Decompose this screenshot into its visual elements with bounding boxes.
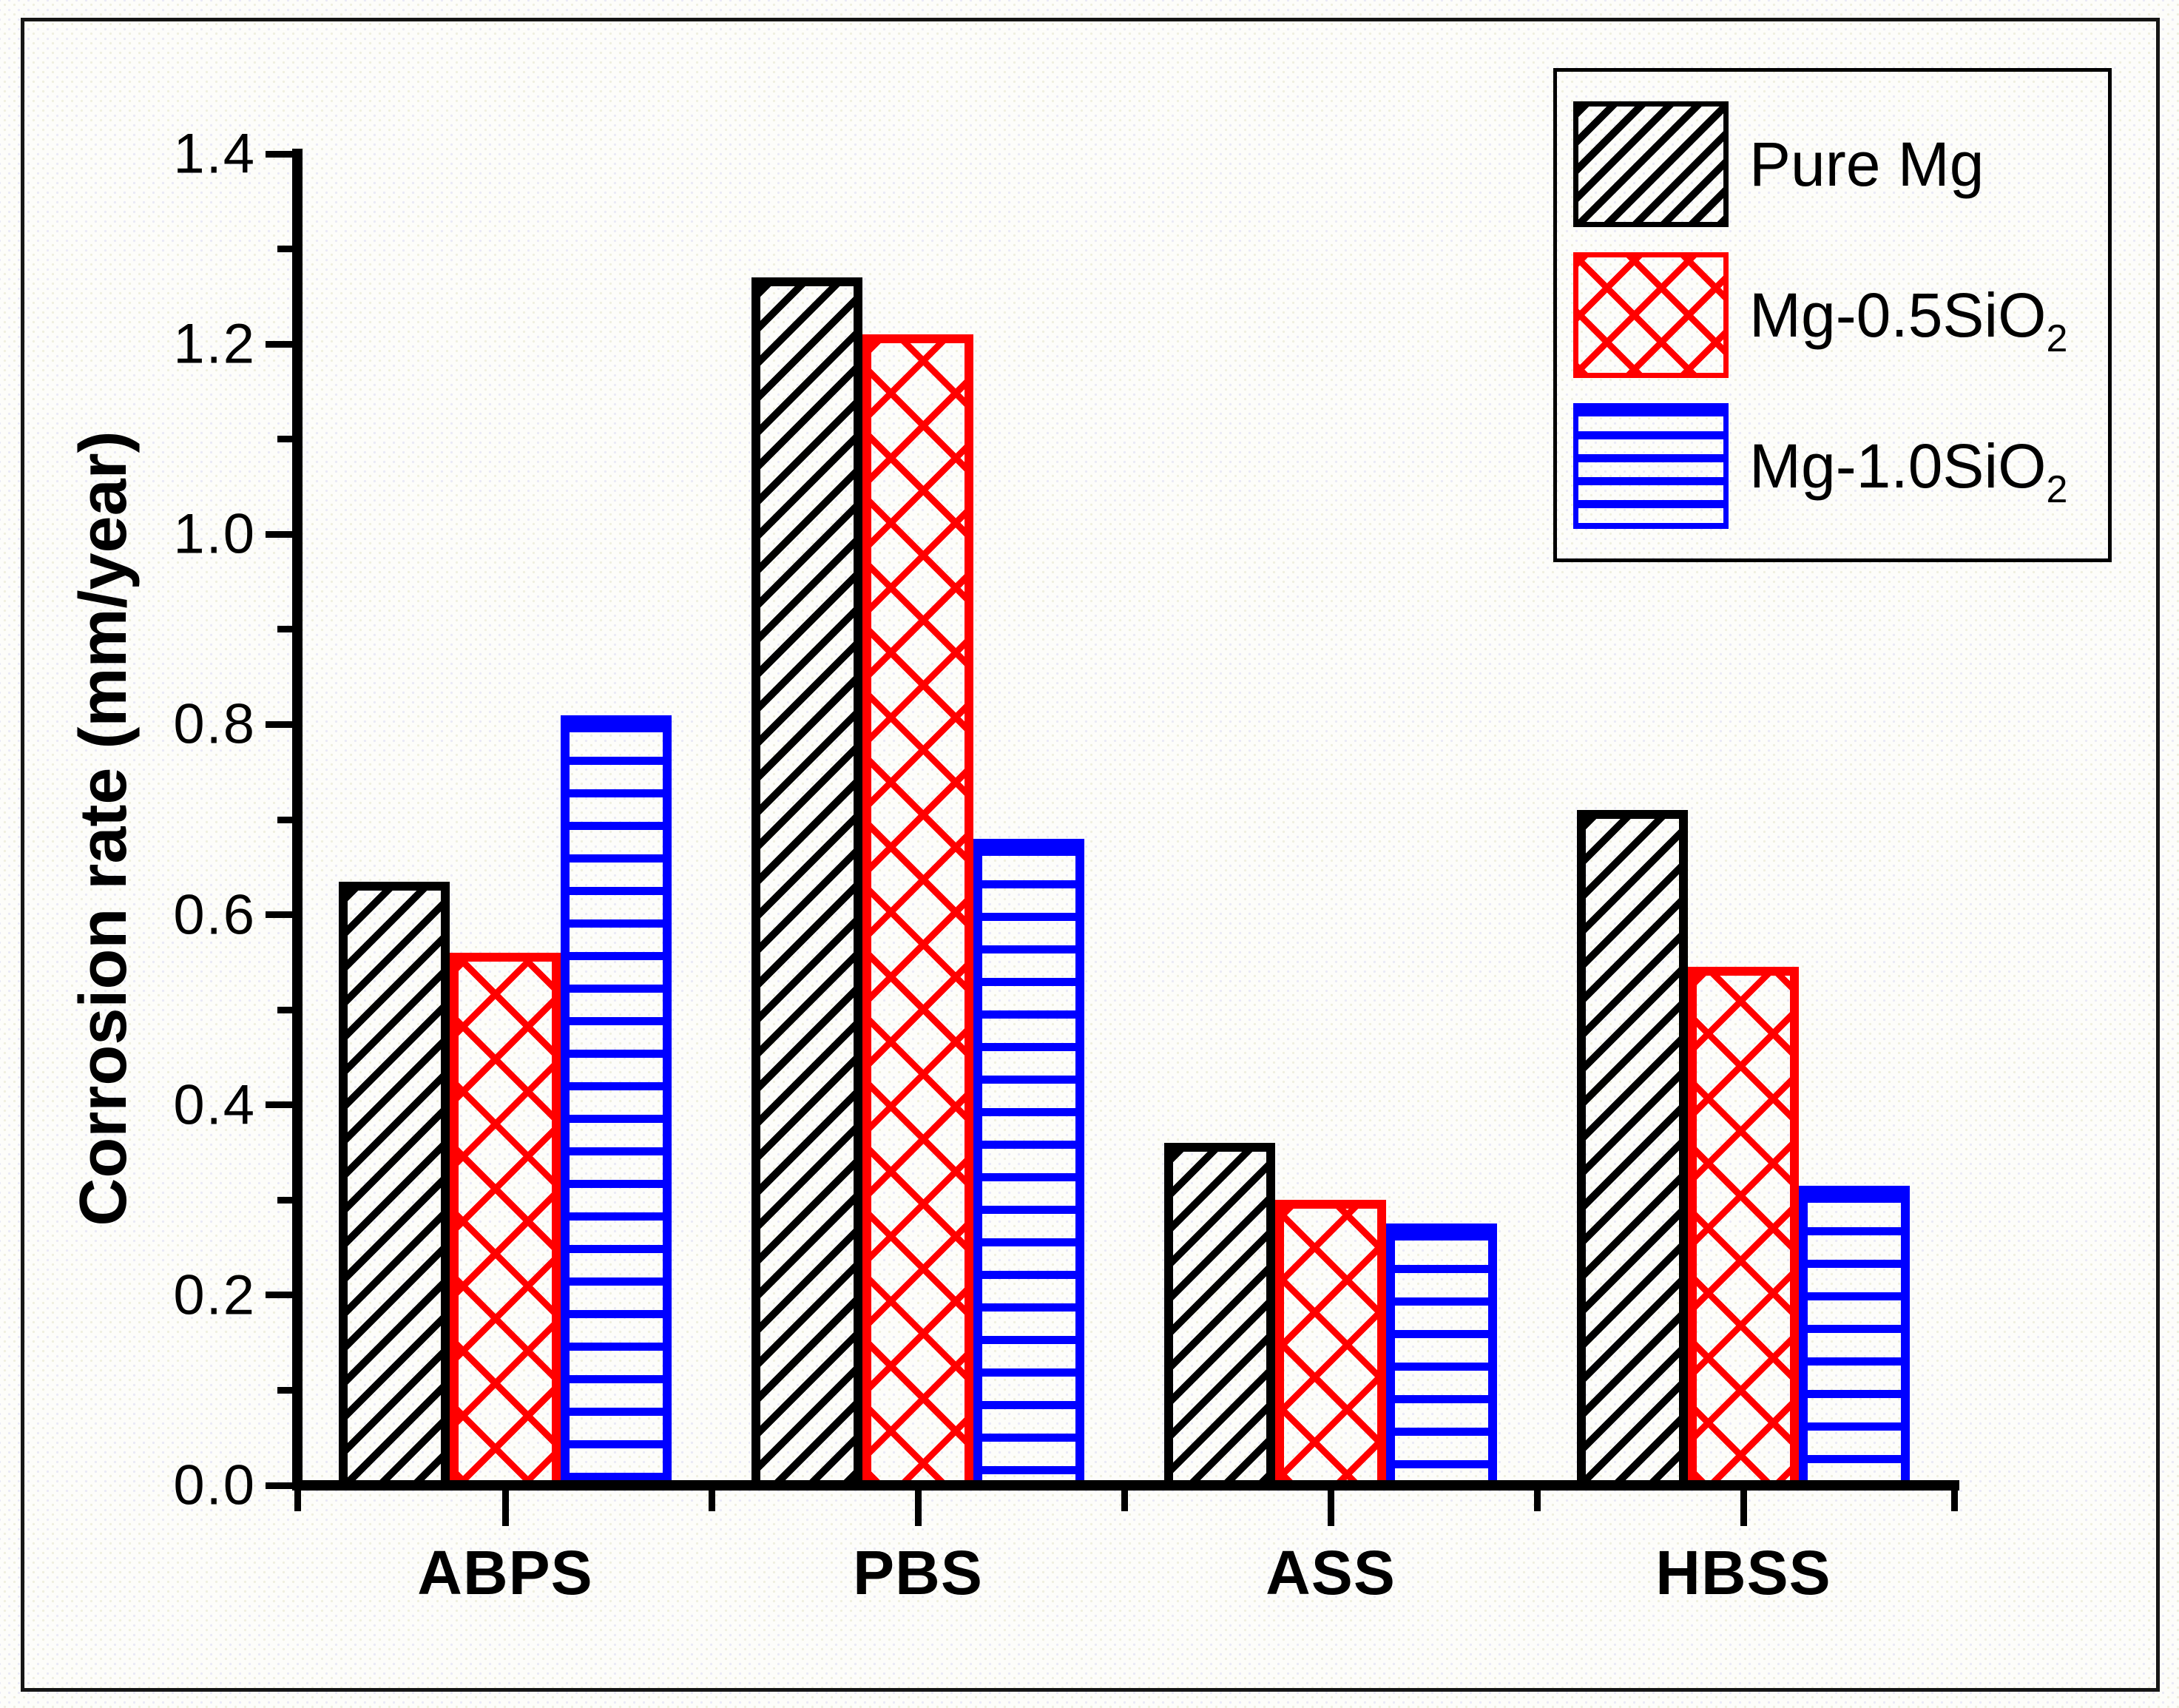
legend-label-subscript: 2 xyxy=(2046,467,2068,511)
x-category-label: ASS xyxy=(1266,1538,1396,1607)
legend-swatch-mg-0-5sio2 xyxy=(1573,252,1729,378)
bar-pbs-mg-1-0sio2 xyxy=(973,838,1084,1490)
x-major-tick xyxy=(1740,1491,1747,1526)
bar-hbss-mg-0-5sio2 xyxy=(1688,967,1799,1490)
y-axis-title: Corrosion rate (mm/year) xyxy=(67,431,141,1226)
legend-label: Mg-0.5SiO2 xyxy=(1749,280,2067,358)
x-major-tick xyxy=(914,1491,922,1526)
y-minor-tick xyxy=(277,1006,292,1013)
legend-row: Mg-1.0SiO2 xyxy=(1573,403,2108,529)
bar-pbs-pure-mg xyxy=(751,277,862,1490)
bar-abps-mg-0-5sio2 xyxy=(450,953,561,1490)
y-tick-label: 1.0 xyxy=(173,502,256,566)
x-category-label: PBS xyxy=(853,1538,983,1607)
bar-ass-pure-mg xyxy=(1164,1143,1275,1490)
legend-label-text: Mg-1.0SiO xyxy=(1749,431,2047,501)
bar-ass-mg-1-0sio2 xyxy=(1386,1223,1497,1490)
bar-pbs-mg-0-5sio2 xyxy=(862,334,973,1490)
x-major-tick xyxy=(501,1491,509,1526)
y-major-tick xyxy=(266,1292,292,1299)
y-tick-label: 1.2 xyxy=(173,312,256,376)
x-minor-tick xyxy=(708,1491,715,1511)
y-minor-tick xyxy=(277,816,292,823)
legend-label-text: Pure Mg xyxy=(1749,129,1984,199)
y-major-tick xyxy=(266,720,292,728)
legend-row: Pure Mg xyxy=(1573,101,2108,227)
y-tick-label: 1.4 xyxy=(173,122,256,186)
legend-label: Mg-1.0SiO2 xyxy=(1749,431,2067,509)
bar-hbss-pure-mg xyxy=(1577,810,1688,1490)
x-axis-line xyxy=(292,1480,1959,1491)
figure-border xyxy=(21,18,2160,1692)
y-major-tick xyxy=(266,1101,292,1109)
y-minor-tick xyxy=(277,1196,292,1204)
bar-abps-pure-mg xyxy=(339,881,450,1490)
y-tick-label: 0.6 xyxy=(173,883,256,947)
y-minor-tick xyxy=(277,626,292,633)
y-tick-label: 0.2 xyxy=(173,1263,256,1327)
y-major-tick xyxy=(266,150,292,158)
legend: Pure Mg Mg-0.5SiO2 Mg-1.0SiO2 xyxy=(1553,68,2112,562)
x-minor-tick xyxy=(1121,1491,1128,1511)
legend-label-subscript: 2 xyxy=(2046,317,2068,360)
y-minor-tick xyxy=(277,246,292,253)
y-tick-label: 0.8 xyxy=(173,692,256,756)
x-minor-tick xyxy=(294,1491,301,1511)
y-major-tick xyxy=(266,1482,292,1489)
x-minor-tick xyxy=(1533,1491,1541,1511)
legend-label-text: Mg-0.5SiO xyxy=(1749,280,2047,350)
y-minor-tick xyxy=(277,436,292,443)
bar-ass-mg-0-5sio2 xyxy=(1275,1200,1386,1490)
y-major-tick xyxy=(266,530,292,538)
x-minor-tick xyxy=(1950,1491,1958,1511)
x-category-label: ABPS xyxy=(417,1538,593,1607)
bar-abps-mg-1-0sio2 xyxy=(561,715,672,1490)
legend-swatch-mg-1-0sio2 xyxy=(1573,403,1729,529)
legend-swatch-pure-mg xyxy=(1573,101,1729,227)
y-axis-line xyxy=(292,149,303,1491)
x-major-tick xyxy=(1327,1491,1334,1526)
legend-label: Pure Mg xyxy=(1749,129,1984,200)
legend-row: Mg-0.5SiO2 xyxy=(1573,252,2108,378)
x-category-label: HBSS xyxy=(1655,1538,1831,1607)
y-tick-label: 0.4 xyxy=(173,1073,256,1137)
y-major-tick xyxy=(266,911,292,919)
y-tick-label: 0.0 xyxy=(173,1454,256,1517)
y-major-tick xyxy=(266,340,292,348)
bar-hbss-mg-1-0sio2 xyxy=(1799,1186,1910,1490)
y-minor-tick xyxy=(277,1386,292,1394)
